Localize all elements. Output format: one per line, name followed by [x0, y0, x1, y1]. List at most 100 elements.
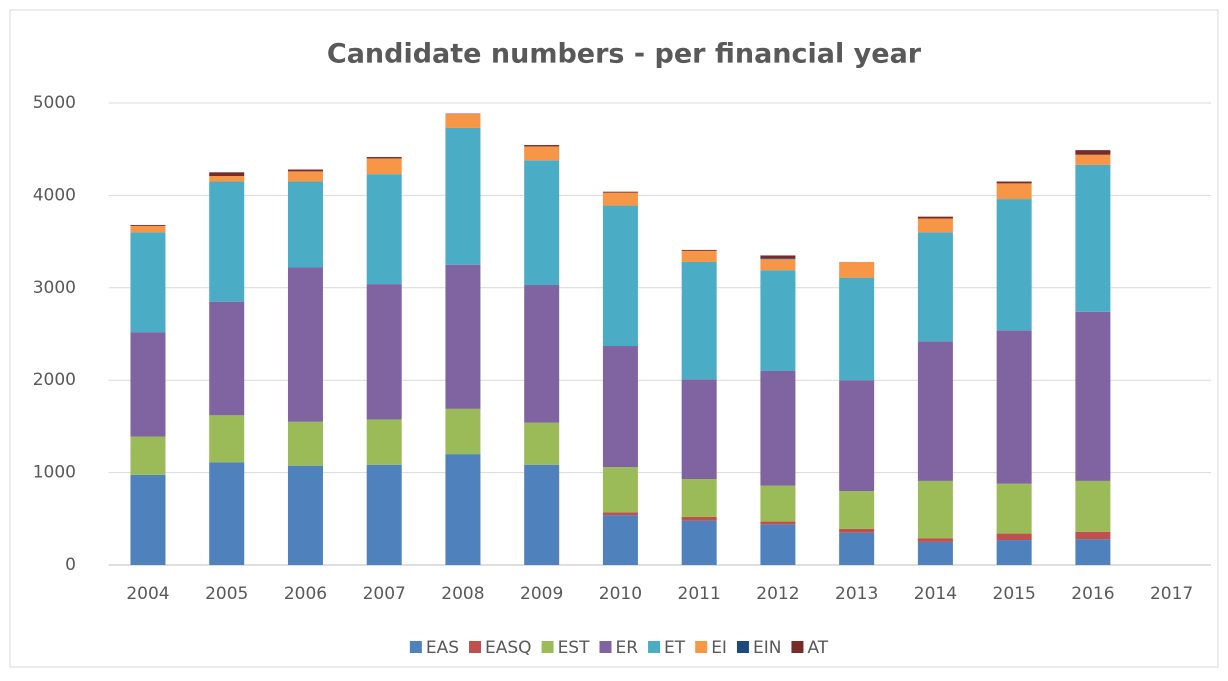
x-tick-label: 2012	[756, 584, 799, 604]
bar-segment	[288, 170, 323, 172]
y-tick-label: 4000	[33, 185, 76, 205]
bar-segment	[367, 419, 402, 464]
bar-segment	[603, 346, 638, 467]
legend-label: EI	[711, 638, 727, 658]
legend-swatch	[599, 641, 611, 653]
legend-swatch	[695, 641, 707, 653]
bar-segment	[445, 128, 480, 265]
bar-segment	[367, 465, 402, 565]
bar-segment	[997, 182, 1032, 184]
bar-segment	[760, 258, 795, 259]
bar-segment	[1075, 312, 1110, 481]
bar-segment	[997, 183, 1032, 199]
bar-segment	[1075, 481, 1110, 532]
bar-segment	[682, 379, 717, 479]
bar-segment	[918, 341, 953, 481]
legend-swatch	[469, 641, 481, 653]
bar-segment	[130, 232, 165, 332]
x-tick-label: 2015	[993, 584, 1036, 604]
x-tick-label: 2005	[205, 584, 248, 604]
x-tick-label: 2008	[441, 584, 484, 604]
bar-segment	[839, 278, 874, 381]
legend-label: EST	[558, 638, 591, 658]
bar-segment	[839, 262, 874, 278]
legend-label: EASQ	[485, 638, 532, 658]
legend-label: EAS	[426, 638, 459, 658]
bar-segment	[682, 479, 717, 517]
x-tick-label: 2004	[126, 584, 169, 604]
legend-label: ET	[664, 638, 686, 658]
bar-segment	[918, 217, 953, 219]
y-tick-label: 5000	[33, 93, 76, 113]
bar-segment	[445, 409, 480, 454]
bar-segment	[839, 491, 874, 529]
bar-segment	[918, 538, 953, 542]
bar-segment	[524, 465, 559, 565]
x-tick-label: 2016	[1071, 584, 1114, 604]
bar-segment	[288, 466, 323, 565]
bar-segment	[130, 225, 165, 226]
bar-segment	[682, 250, 717, 251]
bar-segment	[130, 437, 165, 475]
bar-segment	[603, 192, 638, 193]
bar-segment	[524, 145, 559, 146]
bar-segment	[682, 251, 717, 262]
legend-label: EIN	[753, 638, 781, 658]
bar-segment	[760, 486, 795, 522]
bar-segment	[445, 114, 480, 128]
bar-segment	[209, 172, 244, 176]
x-tick-label: 2010	[599, 584, 642, 604]
bar-segment	[997, 534, 1032, 540]
bar-segment	[997, 484, 1032, 534]
legend-swatch	[542, 641, 554, 653]
bar-segment	[209, 415, 244, 462]
x-tick-label: 2011	[678, 584, 721, 604]
legend-swatch	[648, 641, 660, 653]
legend-label: AT	[807, 638, 828, 658]
x-tick-label: 2017	[1150, 584, 1193, 604]
bar-segment	[603, 515, 638, 565]
bar-segment	[524, 285, 559, 423]
bar-segment	[445, 265, 480, 409]
legend-label: ER	[615, 638, 638, 658]
bar-segment	[760, 259, 795, 270]
x-tick-label: 2009	[520, 584, 563, 604]
bar-segment	[760, 522, 795, 525]
bar-segment	[997, 540, 1032, 565]
bar-segment	[209, 462, 244, 565]
bar-segment	[130, 226, 165, 232]
bar-segment	[1075, 532, 1110, 539]
x-tick-label: 2014	[914, 584, 957, 604]
bar-segment	[367, 174, 402, 284]
bar-segment	[130, 475, 165, 565]
bar-segment	[130, 332, 165, 436]
bar-segment	[445, 454, 480, 565]
legend-swatch	[791, 641, 803, 653]
bar-segment	[682, 521, 717, 565]
bar-segment	[918, 481, 953, 538]
legend-swatch	[410, 641, 422, 653]
bar-segment	[288, 267, 323, 421]
x-tick-label: 2007	[363, 584, 406, 604]
bar-segment	[839, 529, 874, 533]
bar-segment	[603, 206, 638, 346]
bar-segment	[1075, 155, 1110, 165]
bar-segment	[918, 219, 953, 233]
bar-segment	[839, 380, 874, 491]
bar-segment	[367, 158, 402, 174]
bar-segment	[918, 232, 953, 341]
y-tick-label: 3000	[33, 278, 76, 298]
bar-segment	[1075, 150, 1110, 155]
chart-title: Candidate numbers - per financial year	[327, 39, 922, 70]
bar-segment	[288, 182, 323, 268]
bar-segment	[209, 176, 244, 182]
bar-segment	[760, 270, 795, 371]
bar-segment	[760, 371, 795, 486]
bar-segment	[760, 524, 795, 565]
bar-segment	[603, 467, 638, 512]
x-tick-label: 2006	[284, 584, 327, 604]
bar-segment	[524, 160, 559, 285]
bar-segment	[603, 193, 638, 206]
bar-segment	[209, 302, 244, 416]
